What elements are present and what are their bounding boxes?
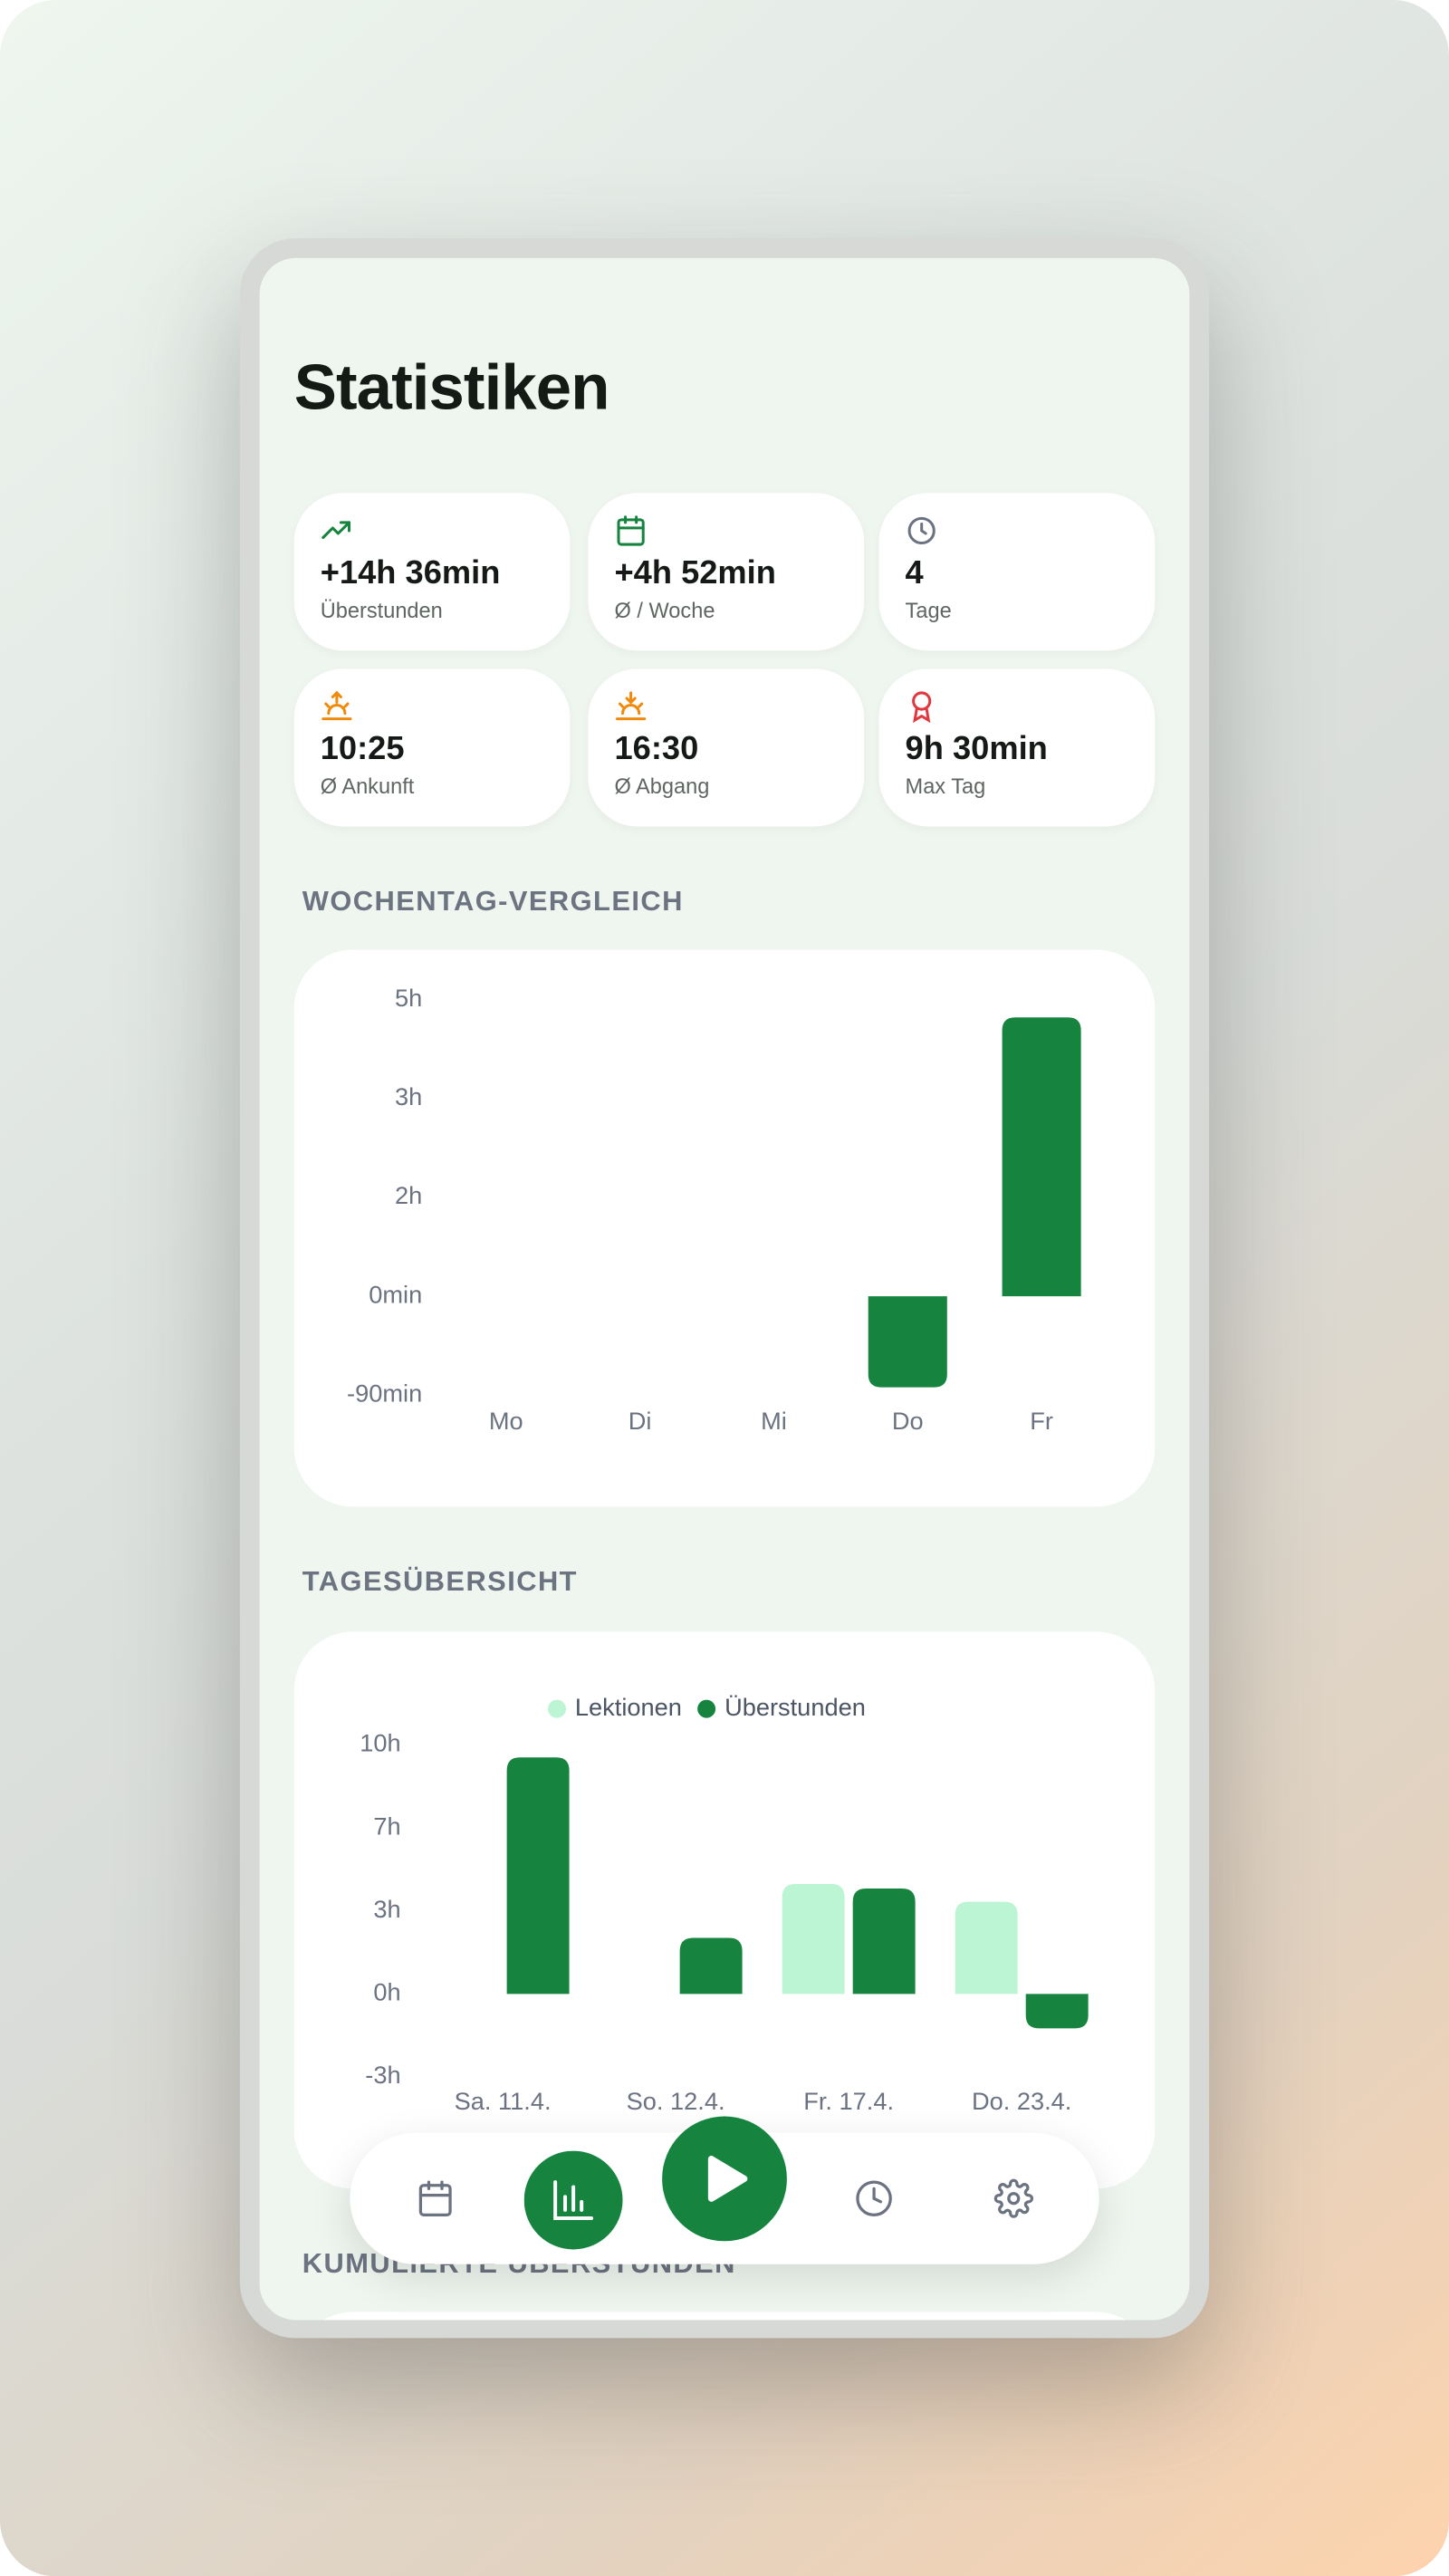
- bar: [1025, 1994, 1089, 2029]
- icon: [617, 515, 645, 546]
- chart-card: [293, 2312, 1156, 2321]
- nav-settings[interactable]: [993, 2178, 1034, 2218]
- y-tick-label: 7h: [373, 1812, 400, 1840]
- legend-label: Lektionen: [575, 1693, 682, 1721]
- x-tick-label: Mo: [489, 1407, 523, 1435]
- stat-card: 9h 30min Max Tag: [878, 668, 1156, 827]
- y-tick-label: 10h: [360, 1729, 400, 1757]
- bar: [868, 1296, 947, 1388]
- bar: [955, 1901, 1018, 1994]
- nav-history[interactable]: [854, 2178, 894, 2218]
- stat-card: +14h 36min Überstunden: [293, 493, 571, 651]
- y-tick-label: 3h: [395, 1082, 422, 1110]
- legend-label: Überstunden: [724, 1693, 866, 1721]
- stat-card: 16:30 Ø Abgang: [588, 668, 865, 827]
- y-tick-label: -90min: [347, 1379, 422, 1407]
- icon: [907, 516, 936, 545]
- x-tick-label: Fr. 17.4.: [803, 2087, 894, 2115]
- legend-swatch: [697, 1699, 716, 1718]
- y-tick-label: 5h: [395, 984, 422, 1012]
- bar: [852, 1889, 916, 1994]
- x-tick-label: So. 12.4.: [627, 2087, 725, 2115]
- x-tick-label: Sa. 11.4.: [455, 2087, 552, 2115]
- y-tick-label: 2h: [395, 1181, 422, 1209]
- legend-swatch: [547, 1699, 566, 1718]
- bar: [1002, 1017, 1081, 1297]
- nav-statistics[interactable]: [523, 2150, 623, 2250]
- stat-label: Tage: [905, 598, 952, 623]
- stat-label: Überstunden: [320, 598, 443, 623]
- bottom-nav: [350, 2116, 1099, 2264]
- y-tick-label: 0h: [373, 1978, 400, 2006]
- stat-card: 4 Tage: [878, 493, 1156, 651]
- icon: [321, 521, 350, 540]
- nav-start[interactable]: [662, 2116, 787, 2242]
- stat-value: +4h 52min: [614, 555, 776, 592]
- y-tick-label: 0min: [369, 1280, 422, 1308]
- stat-label: Max Tag: [905, 774, 986, 799]
- y-tick-label: -3h: [365, 2061, 400, 2089]
- section-title: TAGESÜBERSICHT: [302, 1565, 578, 1598]
- stat-value: 9h 30min: [905, 731, 1048, 768]
- bar: [782, 1883, 845, 1994]
- x-tick-label: Fr: [1030, 1407, 1053, 1435]
- bar: [679, 1937, 743, 1994]
- bar: [506, 1757, 570, 1994]
- page-title: Statistiken: [293, 353, 610, 425]
- stat-card: +4h 52min Ø / Woche: [588, 493, 865, 651]
- x-tick-label: Di: [629, 1407, 652, 1435]
- section-title: WOCHENTAG-VERGLEICH: [302, 885, 684, 918]
- stat-label: Ø Abgang: [614, 774, 710, 799]
- nav-calendar[interactable]: [416, 2178, 456, 2218]
- stat-label: Ø Ankunft: [320, 774, 415, 799]
- stat-value: 4: [905, 555, 924, 592]
- stat-value: +14h 36min: [320, 555, 501, 592]
- stat-value: 10:25: [320, 731, 405, 768]
- icon: [912, 691, 932, 724]
- stat-card: 10:25 Ø Ankunft: [293, 668, 571, 827]
- icon: [615, 691, 647, 721]
- stat-label: Ø / Woche: [614, 598, 715, 623]
- stat-value: 16:30: [614, 731, 699, 768]
- icon: [321, 690, 352, 721]
- x-tick-label: Do. 23.4.: [972, 2087, 1071, 2115]
- x-tick-label: Do: [892, 1407, 924, 1435]
- x-tick-label: Mi: [761, 1407, 787, 1435]
- y-tick-label: 3h: [373, 1895, 400, 1923]
